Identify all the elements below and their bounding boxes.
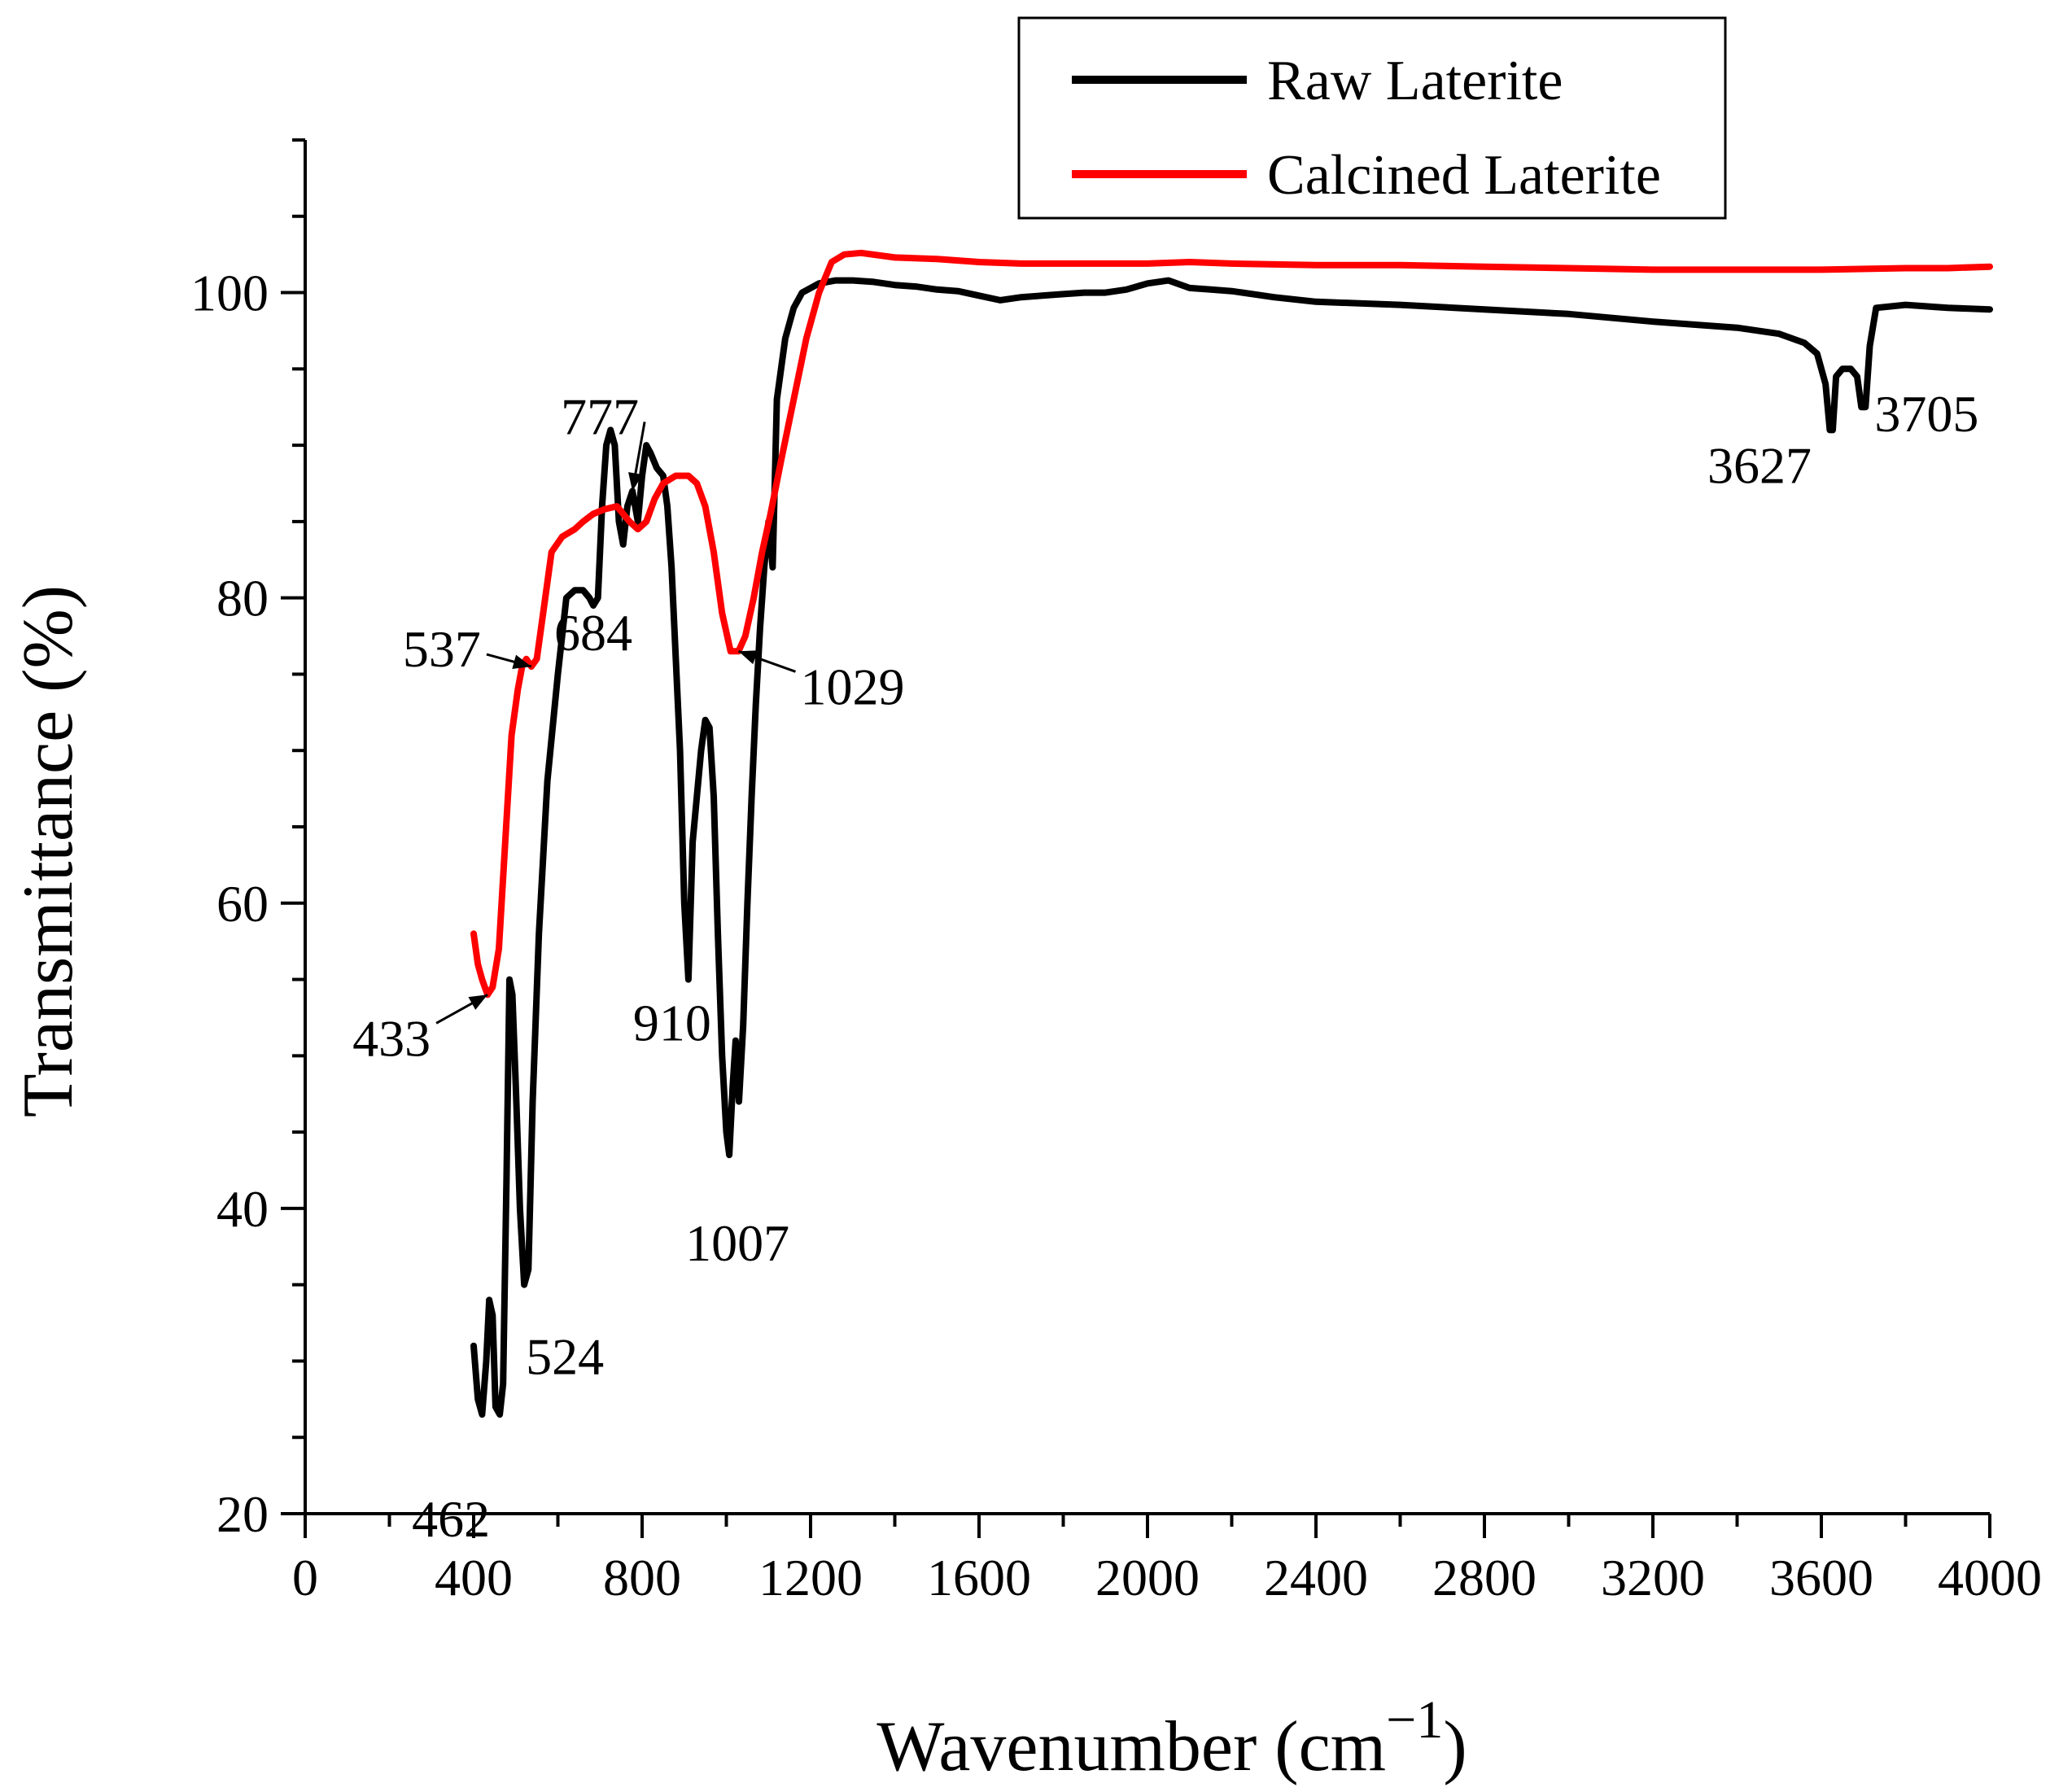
peak-label-1007: 1007	[685, 1214, 789, 1272]
peak-label-777: 777	[561, 387, 639, 445]
peak-label-684: 684	[554, 604, 632, 662]
y-tick-label: 80	[216, 570, 269, 627]
x-tick-label: 2000	[1095, 1549, 1200, 1606]
peak-label-433: 433	[352, 1009, 431, 1067]
x-tick-label: 0	[292, 1549, 318, 1606]
peak-label-524: 524	[526, 1328, 604, 1386]
x-tick-label: 1600	[927, 1549, 1031, 1606]
x-tick-label: 4000	[1938, 1549, 2042, 1606]
x-tick-label: 400	[435, 1549, 513, 1606]
annotations: 433 462 524 537 684 777 910 1007 1029 3627 3705	[352, 385, 1978, 1548]
legend-box	[1017, 16, 1727, 220]
peak-label-3627: 3627	[1707, 436, 1812, 494]
x-tick-label: 1200	[758, 1549, 863, 1606]
series-line-calcined-laterite	[470, 249, 1993, 999]
series-group	[470, 249, 1993, 1418]
y-tick-label: 20	[216, 1485, 269, 1543]
annotation-arrowhead	[738, 650, 758, 665]
legend-label-raw-laterite: Raw Laterite	[1267, 50, 1563, 112]
x-tick-label: 2800	[1432, 1549, 1537, 1606]
y-axis-title: Transmittance (%)	[9, 585, 88, 1117]
x-tick-label: 3600	[1769, 1549, 1873, 1606]
peak-label-3705: 3705	[1874, 385, 1978, 443]
legend: Raw Laterite Calcined Laterite	[1017, 16, 1727, 220]
x-axis-title-main: Wavenumber (cm	[876, 1707, 1386, 1786]
x-axis-title-close: )	[1443, 1707, 1467, 1786]
axes: 0 400 800 1200 1600 2000 2400 2800 3200 3600 4000 2…	[9, 138, 2042, 1786]
annotation-arrowhead	[628, 472, 643, 492]
annotation-arrowhead	[512, 654, 531, 669]
x-tick-label: 3200	[1601, 1549, 1705, 1606]
y-tick-label: 40	[216, 1180, 269, 1238]
legend-label-calcined-laterite: Calcined Laterite	[1267, 144, 1661, 207]
y-tick-label: 60	[216, 875, 269, 933]
x-axis-title: Wavenumber (cm−1)	[876, 1690, 1467, 1786]
x-tick-label: 2400	[1264, 1549, 1368, 1606]
series-line-raw-laterite	[470, 277, 1993, 1418]
annotation-arrowhead	[468, 994, 488, 1010]
x-axis-title-superscript: −1	[1386, 1690, 1443, 1750]
peak-label-1029: 1029	[801, 658, 905, 715]
peak-label-462: 462	[412, 1490, 490, 1548]
peak-label-537: 537	[403, 620, 481, 678]
x-tick-label: 800	[603, 1549, 681, 1606]
peak-label-910: 910	[633, 994, 711, 1052]
y-tick-label: 100	[190, 264, 269, 322]
